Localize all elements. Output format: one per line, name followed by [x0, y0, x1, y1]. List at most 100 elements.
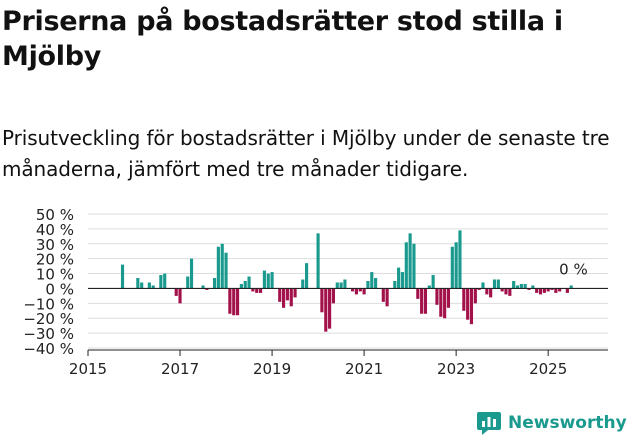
- bar: [354, 288, 358, 295]
- bar: [178, 288, 182, 304]
- bar: [504, 288, 508, 295]
- bar: [228, 288, 232, 314]
- bar: [247, 276, 251, 289]
- bar: [508, 288, 512, 296]
- bar: [224, 252, 228, 289]
- x-tick-label: 2023: [437, 360, 475, 378]
- bar: [485, 288, 489, 295]
- brand-name: Newsworthy: [508, 413, 627, 433]
- bar: [496, 279, 500, 289]
- bar: [542, 288, 546, 293]
- y-tick-label: 10 %: [36, 266, 74, 284]
- bar: [362, 288, 366, 295]
- bar: [189, 258, 194, 289]
- bar: [538, 288, 543, 295]
- x-tick-label: 2019: [253, 360, 291, 378]
- bar: [339, 282, 343, 289]
- bar: [385, 288, 389, 307]
- bar: [174, 288, 178, 296]
- bar: [289, 288, 293, 307]
- bar: [324, 288, 328, 332]
- bar: [232, 288, 236, 316]
- gridlines: [88, 213, 608, 349]
- bar: [512, 281, 516, 289]
- bar: [431, 275, 435, 289]
- y-tick-label: −20 %: [23, 310, 74, 328]
- bar: [500, 288, 504, 292]
- bar: [205, 288, 209, 290]
- y-tick-label: 40 %: [36, 221, 74, 239]
- bar: [546, 288, 550, 292]
- bar: [412, 243, 416, 289]
- bar: [554, 288, 558, 293]
- bar: [404, 242, 408, 289]
- bar: [370, 272, 374, 289]
- bar: [435, 288, 439, 305]
- bar: [408, 233, 412, 289]
- bar: [220, 243, 224, 289]
- y-tick-label: −10 %: [23, 295, 74, 313]
- bar: [140, 282, 144, 289]
- bars: [120, 230, 573, 332]
- bar: [374, 278, 378, 289]
- bar-chart: 50 %40 %30 %20 %10 %0 %−10 %−20 %−30 %−4…: [23, 206, 608, 378]
- bar: [466, 288, 470, 320]
- y-axis-tick-labels: 50 %40 %30 %20 %10 %0 %−10 %−20 %−30 %−4…: [23, 206, 74, 358]
- newsworthy-logo[interactable]: Newsworthy: [476, 408, 627, 438]
- bar: [446, 288, 451, 308]
- bar: [450, 246, 454, 289]
- bar: [492, 279, 497, 289]
- bar: [519, 283, 523, 289]
- bar: [258, 288, 263, 293]
- bar: [565, 288, 569, 293]
- y-tick-label: −40 %: [23, 340, 74, 358]
- bar: [316, 233, 320, 289]
- bar: [400, 272, 405, 289]
- bar: [278, 288, 282, 302]
- bar: [331, 288, 335, 304]
- bar: [473, 288, 477, 304]
- bar: [366, 281, 370, 289]
- bar: [235, 288, 240, 316]
- bar: [527, 288, 531, 290]
- x-axis: 2015 2017 2019 2021 2023 2025: [69, 349, 608, 378]
- x-tick-label: 2015: [69, 360, 107, 378]
- bar: [343, 279, 347, 289]
- bar: [285, 288, 289, 301]
- y-tick-label: 30 %: [36, 236, 74, 254]
- bar: [282, 288, 286, 308]
- bar: [216, 246, 220, 289]
- bar: [243, 281, 247, 289]
- bar: [186, 276, 190, 289]
- bar: [159, 275, 163, 289]
- bar: [569, 285, 573, 289]
- bar: [477, 288, 481, 290]
- bar: [558, 288, 562, 292]
- bar: [439, 288, 443, 317]
- bar: [151, 285, 155, 289]
- x-tick-label: 2025: [529, 360, 567, 378]
- bar: [251, 288, 255, 292]
- bar: [305, 263, 309, 289]
- bar: [420, 288, 424, 314]
- bar: [462, 288, 466, 311]
- bar: [531, 285, 535, 289]
- chart-title: Priserna på bostadsrätter stod stilla i …: [2, 6, 563, 72]
- newsworthy-icon: [477, 412, 501, 435]
- bar: [320, 288, 324, 313]
- bar: [212, 278, 217, 289]
- x-tick-label: 2017: [161, 360, 199, 378]
- chart-subtitle: Prisutveckling för bostadsrätter i Mjölb…: [2, 126, 610, 181]
- y-tick-label: 50 %: [36, 206, 74, 224]
- bar: [489, 288, 493, 298]
- bar: [458, 230, 462, 289]
- bar: [381, 288, 385, 302]
- bar: [255, 288, 259, 293]
- bar: [239, 283, 243, 289]
- x-tick-label: 2021: [345, 360, 383, 378]
- bar: [535, 288, 539, 293]
- bar: [328, 288, 332, 329]
- bar: [481, 282, 485, 289]
- y-tick-label: −30 %: [23, 325, 74, 343]
- bar: [454, 242, 458, 289]
